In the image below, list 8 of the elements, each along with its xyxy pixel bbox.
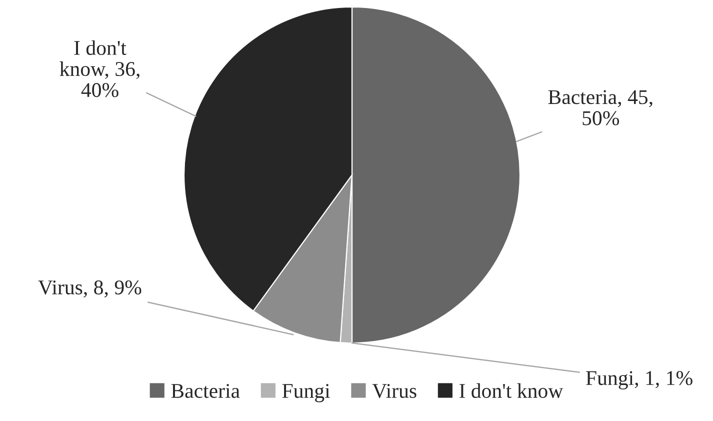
data-label: Virus, 8, 9% [38, 280, 142, 298]
legend-label: I don't know [459, 383, 564, 398]
legend-label: Bacteria [171, 384, 240, 398]
data-label: Fungi, 1, 1% [586, 371, 692, 390]
legend-label: Virus [372, 384, 416, 398]
legend-label: Fungi [282, 384, 330, 402]
data-label: I don't know, 36, 40% [60, 40, 140, 98]
data-label: Bacteria, 45, 50% [548, 90, 652, 126]
